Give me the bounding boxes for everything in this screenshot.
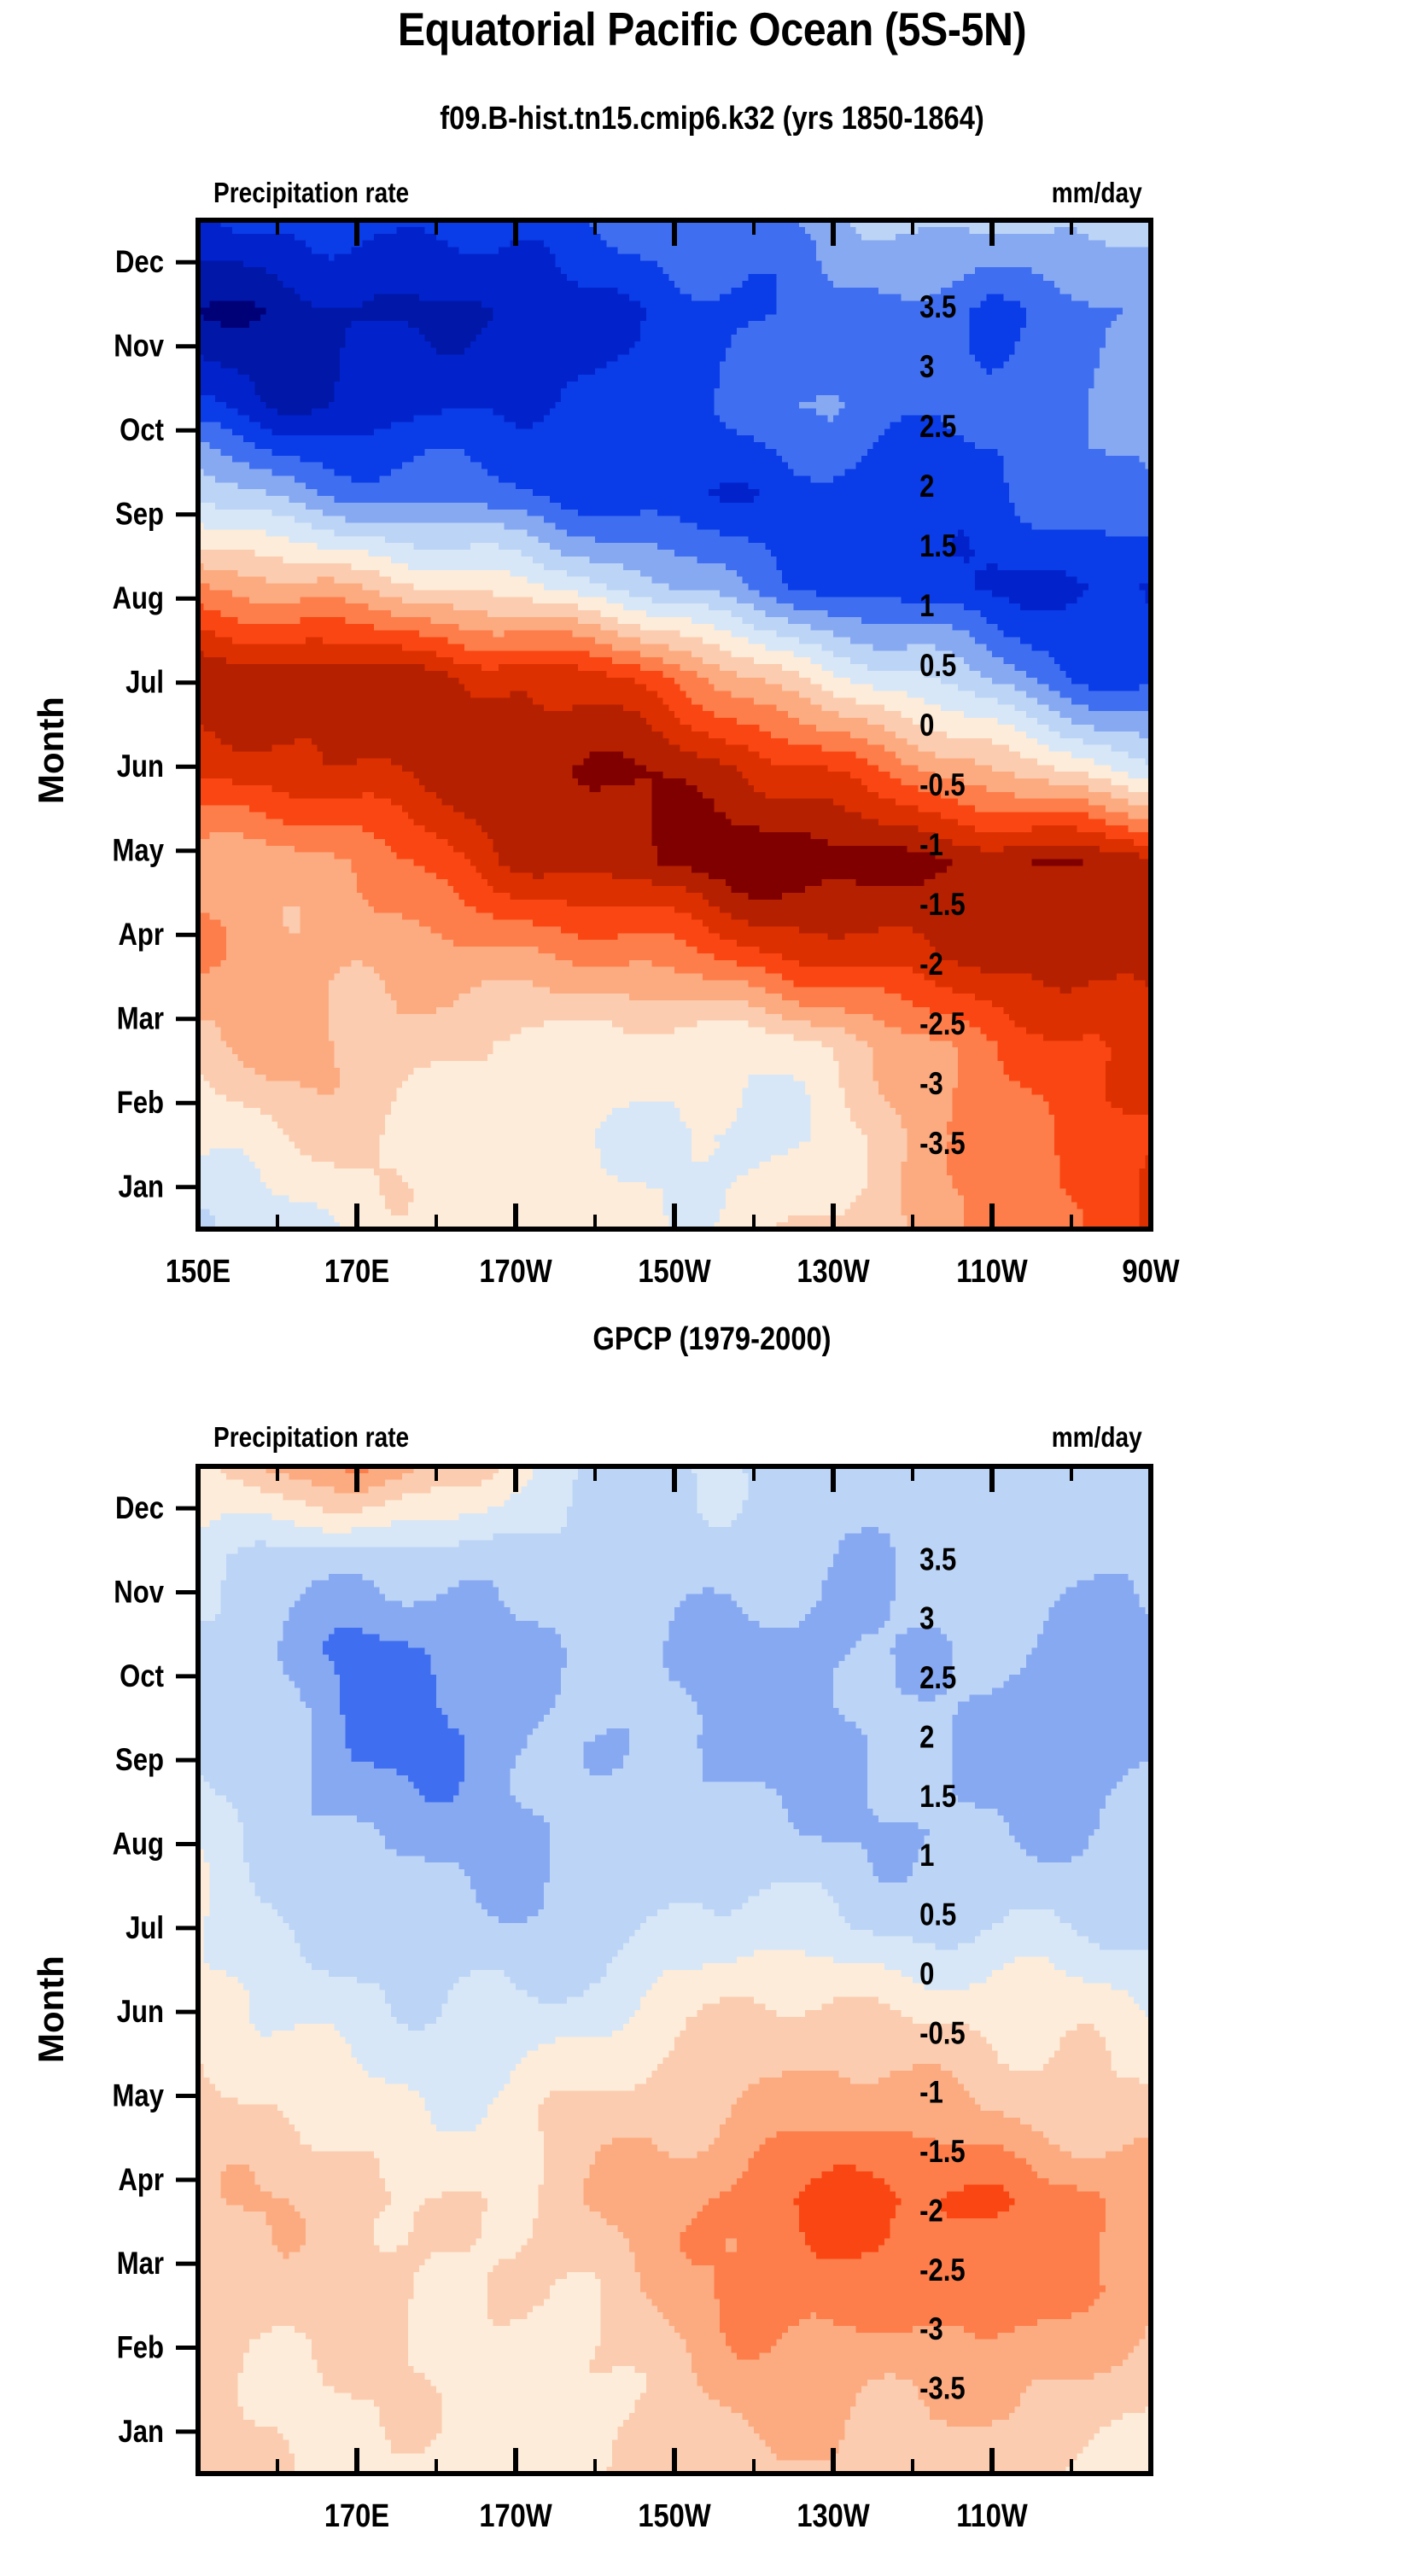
panel-right-header-model: mm/day <box>1051 177 1142 208</box>
x-tick-label: 170E <box>324 2497 389 2534</box>
colorbar-tick-label: 2.5 <box>919 410 956 445</box>
colorbar-tick-label: 2.5 <box>919 1661 956 1696</box>
colorbar-tick-label: 0 <box>919 1957 934 1992</box>
colorbar-tick-label: -2.5 <box>919 1007 966 1042</box>
colorbar-tick-label: -1.5 <box>919 2135 966 2170</box>
colorbar-tick-label: -1 <box>919 2075 943 2110</box>
panel-plot-model: Dec Nov Oct Sep Aug Jul Jun May Apr Mar Feb Jan 150E… <box>113 218 1180 1290</box>
y-tick-label: Jun <box>117 749 164 784</box>
y-tick-label: Nov <box>114 329 164 364</box>
y-tick-label: May <box>113 833 164 868</box>
x-tick-label: 170W <box>479 1253 552 1290</box>
colorbar-tick-label: 2 <box>919 469 934 504</box>
y-tick-label: Jun <box>117 1995 164 2030</box>
colorbar-tick-label: 2 <box>919 1720 934 1755</box>
colorbar-tick-label: 3.5 <box>919 1542 956 1577</box>
colorbar-tick-label: 1 <box>919 589 934 624</box>
x-tick-label: 130W <box>797 1253 870 1290</box>
panel-left-header-model: Precipitation rate <box>213 177 410 208</box>
y-tick-label: Sep <box>115 1743 164 1778</box>
colorbar-tick-label: -3 <box>919 1067 943 1102</box>
x-tick-label: 90W <box>1122 1253 1180 1290</box>
colorbar-tick-label: 3.5 <box>919 290 956 325</box>
colorbar-tick-label: 0 <box>919 708 934 743</box>
panel-left-header-gpcp: Precipitation rate <box>213 1421 410 1453</box>
x-tick-label: 110W <box>956 1253 1028 1290</box>
colorbar-tick-label: -3 <box>919 2312 943 2347</box>
colorbar-tick-label: -2 <box>919 2194 943 2229</box>
colorbar-tick-label: 1 <box>919 1839 934 1874</box>
x-tick-label: 150W <box>638 1253 711 1290</box>
panel-title-gpcp: GPCP (1979-2000) <box>592 1321 832 1357</box>
colorbar-tick-label: 0.5 <box>919 649 956 684</box>
x-tick-label: 170E <box>324 1253 389 1290</box>
y-tick-label: Jul <box>125 1910 164 1945</box>
y-tick-label: Aug <box>113 1827 164 1862</box>
y-tick-label: Jul <box>125 665 164 700</box>
x-tick-label: 130W <box>797 2497 870 2534</box>
panel-plot-gpcp: Dec Nov Oct Sep Aug Jul Jun May Apr Mar Feb Jan 170E… <box>113 1464 1153 2534</box>
colorbar-tick-label: 1.5 <box>919 529 956 564</box>
colorbar-tick-label: 3 <box>919 350 934 385</box>
y-tick-label: Apr <box>118 2162 164 2197</box>
y-tick-label: Dec <box>115 1491 164 1526</box>
colorbar-tick-label: -1 <box>919 828 943 863</box>
colorbar-tick-label: 0.5 <box>919 1897 956 1932</box>
colorbar-tick-label: -0.5 <box>919 2016 966 2051</box>
panel-title-model: f09.B-hist.tn15.cmip6.k32 (yrs 1850-1864… <box>440 101 984 137</box>
colorbar-tick-label: 1.5 <box>919 1779 956 1814</box>
colorbar-tick-label: 3 <box>919 1601 934 1636</box>
y-tick-label: May <box>113 2078 164 2113</box>
y-tick-label: Jan <box>118 1169 164 1204</box>
colorbar-tick-label: -3.5 <box>919 1127 966 1162</box>
page-title: Equatorial Pacific Ocean (5S-5N) <box>397 3 1027 55</box>
x-tick-label: 170W <box>479 2497 552 2534</box>
colorbar-tick-label: -1.5 <box>919 888 966 923</box>
x-tick-label: 110W <box>956 2497 1028 2534</box>
y-tick-label: Jan <box>118 2414 164 2449</box>
y-tick-label: Apr <box>118 918 164 953</box>
y-tick-label: Dec <box>115 245 164 280</box>
y-tick-label: Oct <box>120 413 164 448</box>
y-tick-label: Aug <box>113 581 164 616</box>
x-tick-label: 150E <box>166 1253 231 1290</box>
panel-right-header-gpcp: mm/day <box>1051 1421 1142 1453</box>
y-tick-label: Feb <box>117 2330 164 2365</box>
colorbar-tick-label: -2 <box>919 947 943 982</box>
x-tick-label: 150W <box>638 2497 711 2534</box>
y-tick-label: Nov <box>114 1575 164 1610</box>
colorbar-tick-label: -2.5 <box>919 2253 966 2288</box>
y-tick-label: Sep <box>115 497 164 532</box>
y-tick-label: Mar <box>117 1001 164 1036</box>
colorbar-tick-label: -3.5 <box>919 2371 966 2406</box>
colorbar-tick-label: -0.5 <box>919 768 966 803</box>
y-tick-label: Feb <box>117 1086 164 1121</box>
y-tick-label: Oct <box>120 1658 164 1693</box>
y-tick-label: Mar <box>117 2247 164 2282</box>
